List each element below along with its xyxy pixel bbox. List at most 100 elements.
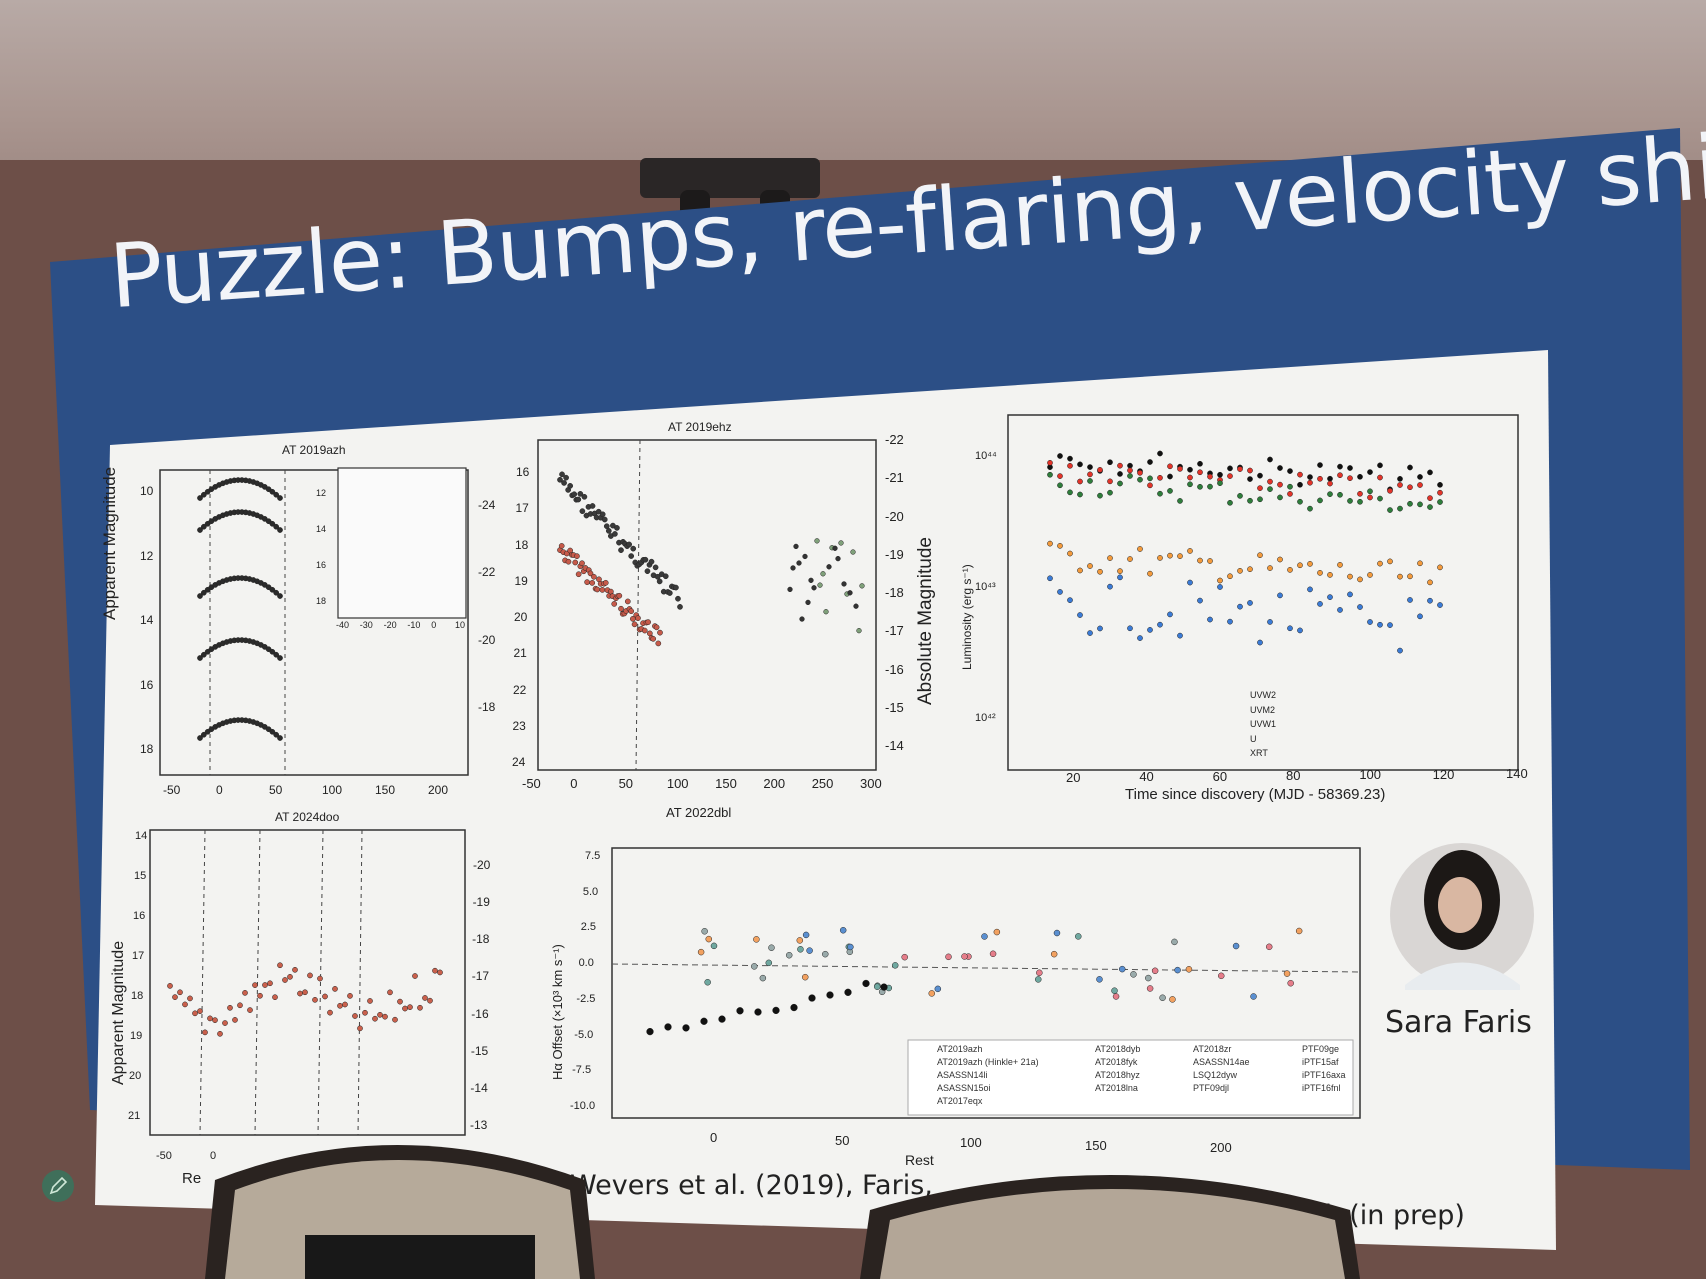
p5-point <box>822 950 829 958</box>
p5-xtick-0: 0 <box>710 1130 718 1145</box>
p3-point <box>1277 481 1283 488</box>
p3-point <box>1237 466 1243 472</box>
p5-point <box>1218 972 1225 980</box>
p3-point <box>1367 619 1373 625</box>
p3-point <box>1397 647 1403 654</box>
p4-point <box>357 1025 363 1032</box>
p5-point <box>1146 985 1154 992</box>
p4-point <box>407 1004 413 1010</box>
p3-point <box>1087 464 1093 470</box>
p3-point <box>1097 492 1103 499</box>
p3-point <box>1247 467 1253 474</box>
panel2-ylabel: Absolute Magnitude <box>915 537 936 705</box>
p1-point <box>200 731 207 738</box>
p3-point <box>1317 475 1323 482</box>
p5-point <box>790 1003 798 1012</box>
p4-ytick-0: 14 <box>135 830 148 842</box>
p3-point <box>1357 498 1363 505</box>
p5-ytick-1: 5.0 <box>582 885 599 898</box>
p2-point <box>662 573 669 580</box>
p3-point <box>1307 561 1313 567</box>
p2-point <box>630 545 637 552</box>
p1-point <box>197 495 203 501</box>
p5-point <box>839 927 847 934</box>
p3-point <box>1197 460 1203 467</box>
p3-xtick-1: 40 <box>1139 769 1154 785</box>
p3-point <box>1287 625 1293 632</box>
p2-xtick-2: 50 <box>618 776 634 791</box>
p4-point <box>347 993 353 999</box>
p3-point <box>1257 496 1263 503</box>
p3-point <box>1057 482 1063 489</box>
p2-rtick-4: -18 <box>885 585 904 600</box>
p2-point <box>601 516 608 523</box>
panel5-xlabel: Rest <box>905 1152 934 1168</box>
p3-point <box>1117 462 1123 469</box>
p4-point <box>302 989 308 996</box>
p5-point <box>754 1008 762 1016</box>
p5-point <box>891 962 899 969</box>
p3-point <box>1357 473 1363 480</box>
p4-point <box>332 986 338 992</box>
p2-point <box>811 585 817 591</box>
p1-ytick-3: 16 <box>140 677 154 692</box>
p4-point <box>267 980 273 987</box>
p2-rtick-8: -14 <box>885 738 904 753</box>
panel-at2019ehz <box>537 439 877 771</box>
p3-point <box>1167 552 1173 559</box>
p3-point <box>1047 471 1053 478</box>
p2-point <box>579 508 586 515</box>
p1-point <box>269 488 276 495</box>
panel-luminosity <box>1007 414 1519 771</box>
p3-point <box>1307 505 1313 512</box>
p2-point <box>603 523 610 530</box>
p1-xtick-0: -50 <box>163 783 181 797</box>
p3-point <box>1417 482 1423 488</box>
p2-point <box>594 586 601 593</box>
p1-ixtick-4: 0 <box>431 620 437 630</box>
p2-point <box>808 577 814 583</box>
p5-point <box>1283 970 1291 977</box>
p2-point <box>567 483 574 489</box>
p3-point <box>1347 591 1353 598</box>
p5-point <box>785 951 793 959</box>
p4-point <box>312 996 318 1003</box>
p4-ytick-6: 20 <box>129 1070 142 1082</box>
p3-xtick-6: 140 <box>1506 766 1528 781</box>
p2-ytick-2: 18 <box>515 537 529 552</box>
p3-point <box>1387 622 1393 628</box>
p2-point <box>648 558 655 565</box>
p5-point <box>989 950 997 958</box>
p4-xtick-1: 0 <box>210 1150 217 1162</box>
p3-point <box>1227 473 1233 479</box>
p5-point <box>768 944 775 951</box>
p2-point <box>624 598 631 605</box>
p2-xtick-1: 0 <box>570 776 578 791</box>
p5-point <box>1174 966 1181 974</box>
p3-point <box>1227 499 1233 506</box>
p2-point <box>599 511 606 518</box>
p5-point <box>873 983 881 990</box>
p1-point <box>277 593 283 599</box>
p4-point <box>402 1005 408 1012</box>
p4-point <box>432 967 438 974</box>
p2-point <box>645 619 651 625</box>
p5-point <box>1096 976 1103 983</box>
p3-point <box>1297 627 1303 634</box>
p3-point <box>1437 499 1443 505</box>
p3-point <box>1137 546 1143 552</box>
p4-point <box>197 1008 203 1014</box>
p3-point <box>1267 619 1273 625</box>
p3-xtick-4: 100 <box>1359 767 1382 783</box>
p3-point <box>1267 456 1273 463</box>
p3-point <box>1377 495 1383 502</box>
p5-point <box>796 937 804 944</box>
p2-ytick-8: 24 <box>512 755 526 769</box>
p2-rtick-0: -22 <box>885 432 904 447</box>
pencil-icon[interactable] <box>40 1168 76 1204</box>
p1-iytick-2: 16 <box>316 560 327 570</box>
p3-point <box>1147 475 1153 482</box>
p3-point <box>1167 473 1173 480</box>
p3-point <box>1257 472 1263 479</box>
panel4-title: AT 2024doo <box>275 810 340 824</box>
